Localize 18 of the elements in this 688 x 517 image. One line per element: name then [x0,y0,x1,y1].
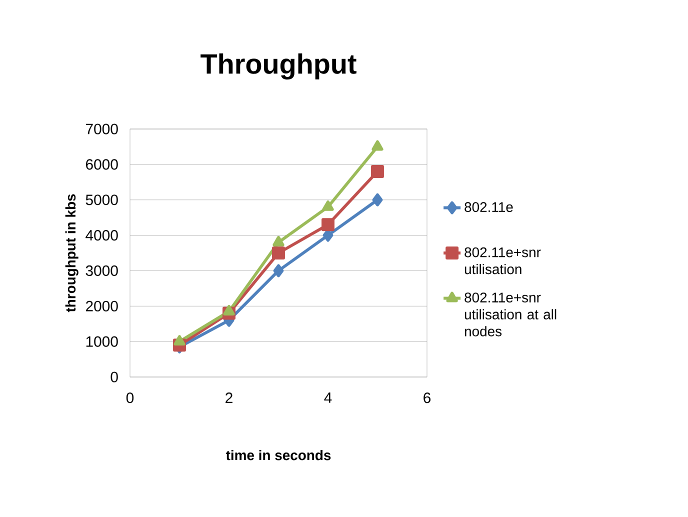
legend-label: 802.11e [464,202,513,212]
chart-title: Throughput [200,53,356,80]
x-tick-label: 4 [324,392,332,403]
y-tick-label: 4000 [86,230,118,241]
y-tick-label: 2000 [86,300,118,312]
y-tick-label: 0 [110,372,118,382]
x-tick-label: 0 [126,392,134,404]
x-tick-label: 6 [424,392,430,404]
y-tick-label: 7000 [86,124,118,134]
legend-label: 802.11e+snr utilisation at all nodes [464,292,556,336]
legend-label: 802.11e+snr utilisation [464,247,541,274]
y-tick-label: 1000 [86,336,118,347]
x-tick-label: 2 [226,392,232,403]
y-tick-label: 6000 [86,159,118,170]
x-axis-title: time in seconds [226,450,331,460]
y-axis-title: throughput in kbs [65,194,78,312]
y-tick-label: 5000 [86,194,118,206]
y-tick-label: 3000 [86,265,118,276]
